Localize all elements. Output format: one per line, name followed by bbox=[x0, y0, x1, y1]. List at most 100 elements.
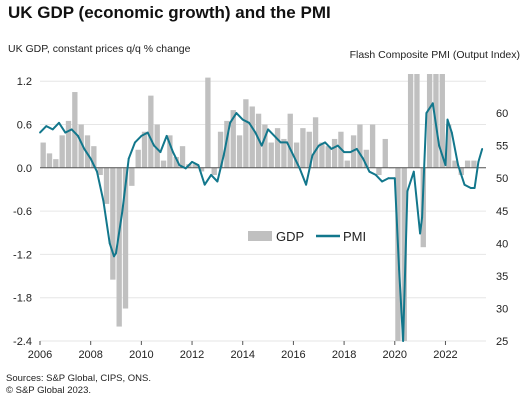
right-axis-label: Flash Composite PMI (Output Index) bbox=[349, 49, 520, 61]
pmi-point bbox=[279, 141, 282, 144]
pmi-point bbox=[248, 121, 250, 124]
gdp-bar bbox=[464, 160, 471, 168]
gdp-bar bbox=[116, 167, 122, 327]
source-note: Sources: S&P Global, CIPS, ONS. © S&P Gl… bbox=[6, 373, 151, 397]
gdp-bar bbox=[357, 124, 363, 168]
gdp-bar bbox=[439, 74, 445, 168]
x-tick-label: 2010 bbox=[129, 349, 153, 361]
pmi-point bbox=[450, 131, 453, 134]
y2-tick-label: 45 bbox=[496, 206, 508, 218]
pmi-point bbox=[39, 131, 41, 134]
pmi-point bbox=[172, 151, 174, 154]
gdp-bar bbox=[72, 92, 78, 168]
pmi-point bbox=[286, 141, 288, 144]
pmi-point bbox=[438, 144, 441, 147]
pmi-point bbox=[108, 242, 111, 245]
pmi-point bbox=[210, 174, 212, 176]
pmi-point bbox=[96, 170, 98, 173]
x-tick-label: 2018 bbox=[332, 349, 356, 361]
pmi-point bbox=[229, 121, 231, 124]
pmi-point bbox=[51, 128, 54, 131]
gdp-bar bbox=[46, 153, 53, 168]
gdp-bar bbox=[319, 142, 325, 168]
gdp-bar bbox=[192, 164, 198, 168]
pmi-point bbox=[473, 187, 476, 189]
y-tick-label: 1.2 bbox=[17, 76, 32, 88]
gdp-bar bbox=[160, 160, 167, 168]
legend-gdp-label: GDP bbox=[276, 229, 304, 244]
gdp-bar bbox=[249, 106, 255, 168]
gdp-bar bbox=[414, 74, 420, 168]
gdp-bar bbox=[84, 135, 91, 168]
y2-tick-label: 60 bbox=[496, 108, 508, 120]
x-tick-label: 2022 bbox=[433, 349, 457, 361]
pmi-point bbox=[457, 164, 460, 167]
x-tick-label: 2020 bbox=[383, 349, 407, 361]
left-axis-label: UK GDP, constant prices q/q % change bbox=[8, 43, 191, 55]
gdp-bar bbox=[148, 95, 154, 168]
x-tick-label: 2006 bbox=[28, 349, 52, 361]
gdp-bar bbox=[344, 160, 350, 168]
pmi-point bbox=[178, 164, 181, 167]
pmi-point bbox=[431, 102, 434, 105]
y2-tick-label: 55 bbox=[496, 141, 508, 153]
gdp-bar bbox=[65, 120, 72, 168]
gdp-bar bbox=[110, 167, 116, 280]
pmi-point bbox=[45, 125, 48, 127]
pmi-point bbox=[64, 131, 67, 134]
pmi-point bbox=[393, 177, 396, 180]
y-tick-label: -1.2 bbox=[13, 249, 32, 261]
pmi-point bbox=[362, 157, 364, 160]
gdp-bar bbox=[268, 142, 274, 168]
pmi-point bbox=[336, 144, 339, 147]
source-line: Sources: S&P Global, CIPS, ONS. bbox=[6, 373, 152, 384]
gdp-bar bbox=[452, 160, 458, 168]
x-tick-label: 2016 bbox=[281, 349, 305, 361]
pmi-point bbox=[184, 167, 187, 170]
pmi-point bbox=[298, 167, 301, 170]
gdp-bar bbox=[363, 149, 369, 168]
y-tick-label: 0.6 bbox=[17, 120, 32, 132]
gdp-bar bbox=[103, 167, 110, 204]
gdp-bar bbox=[312, 117, 319, 168]
y2-tick-label: 35 bbox=[496, 271, 508, 283]
pmi-point bbox=[421, 216, 424, 219]
pmi-point bbox=[349, 151, 352, 154]
pmi-point bbox=[153, 144, 155, 147]
pmi-point bbox=[165, 134, 168, 137]
y2-tick-label: 25 bbox=[496, 336, 508, 348]
pmi-point bbox=[197, 164, 200, 167]
pmi-point bbox=[140, 134, 143, 137]
legend-pmi-label: PMI bbox=[343, 229, 366, 244]
gdp-bar bbox=[401, 167, 407, 341]
pmi-point bbox=[146, 131, 149, 134]
gdp-bar bbox=[407, 74, 414, 168]
y2-tick-label: 40 bbox=[496, 238, 508, 250]
gdp-bar bbox=[376, 167, 382, 176]
pmi-point bbox=[469, 187, 472, 189]
chart-title: UK GDP (economic growth) and the PMI bbox=[8, 3, 331, 22]
pmi-point bbox=[305, 183, 307, 186]
gdp-bar bbox=[97, 167, 103, 176]
gdp-bar bbox=[293, 142, 300, 168]
gdp-bar bbox=[78, 124, 84, 168]
pmi-point bbox=[254, 131, 257, 134]
pmi-point bbox=[222, 154, 225, 157]
pmi-point bbox=[406, 190, 409, 193]
pmi-point bbox=[235, 112, 238, 114]
copyright-line: © S&P Global 2023. bbox=[6, 385, 91, 396]
y-tick-label: -2.4 bbox=[13, 336, 32, 348]
gdp-bar bbox=[129, 167, 135, 186]
gdp-bar bbox=[300, 128, 306, 168]
pmi-point bbox=[77, 134, 79, 137]
gdp-bar bbox=[369, 124, 376, 168]
pmi-point bbox=[374, 174, 377, 176]
pmi-line bbox=[39, 102, 484, 342]
gdp-bar bbox=[325, 146, 331, 168]
y-tick-label: 0.0 bbox=[17, 163, 32, 175]
gdp-bar bbox=[91, 146, 97, 168]
pmi-point bbox=[83, 147, 86, 150]
gdp-bar bbox=[167, 135, 173, 168]
y-tick-label: -0.6 bbox=[13, 206, 32, 218]
